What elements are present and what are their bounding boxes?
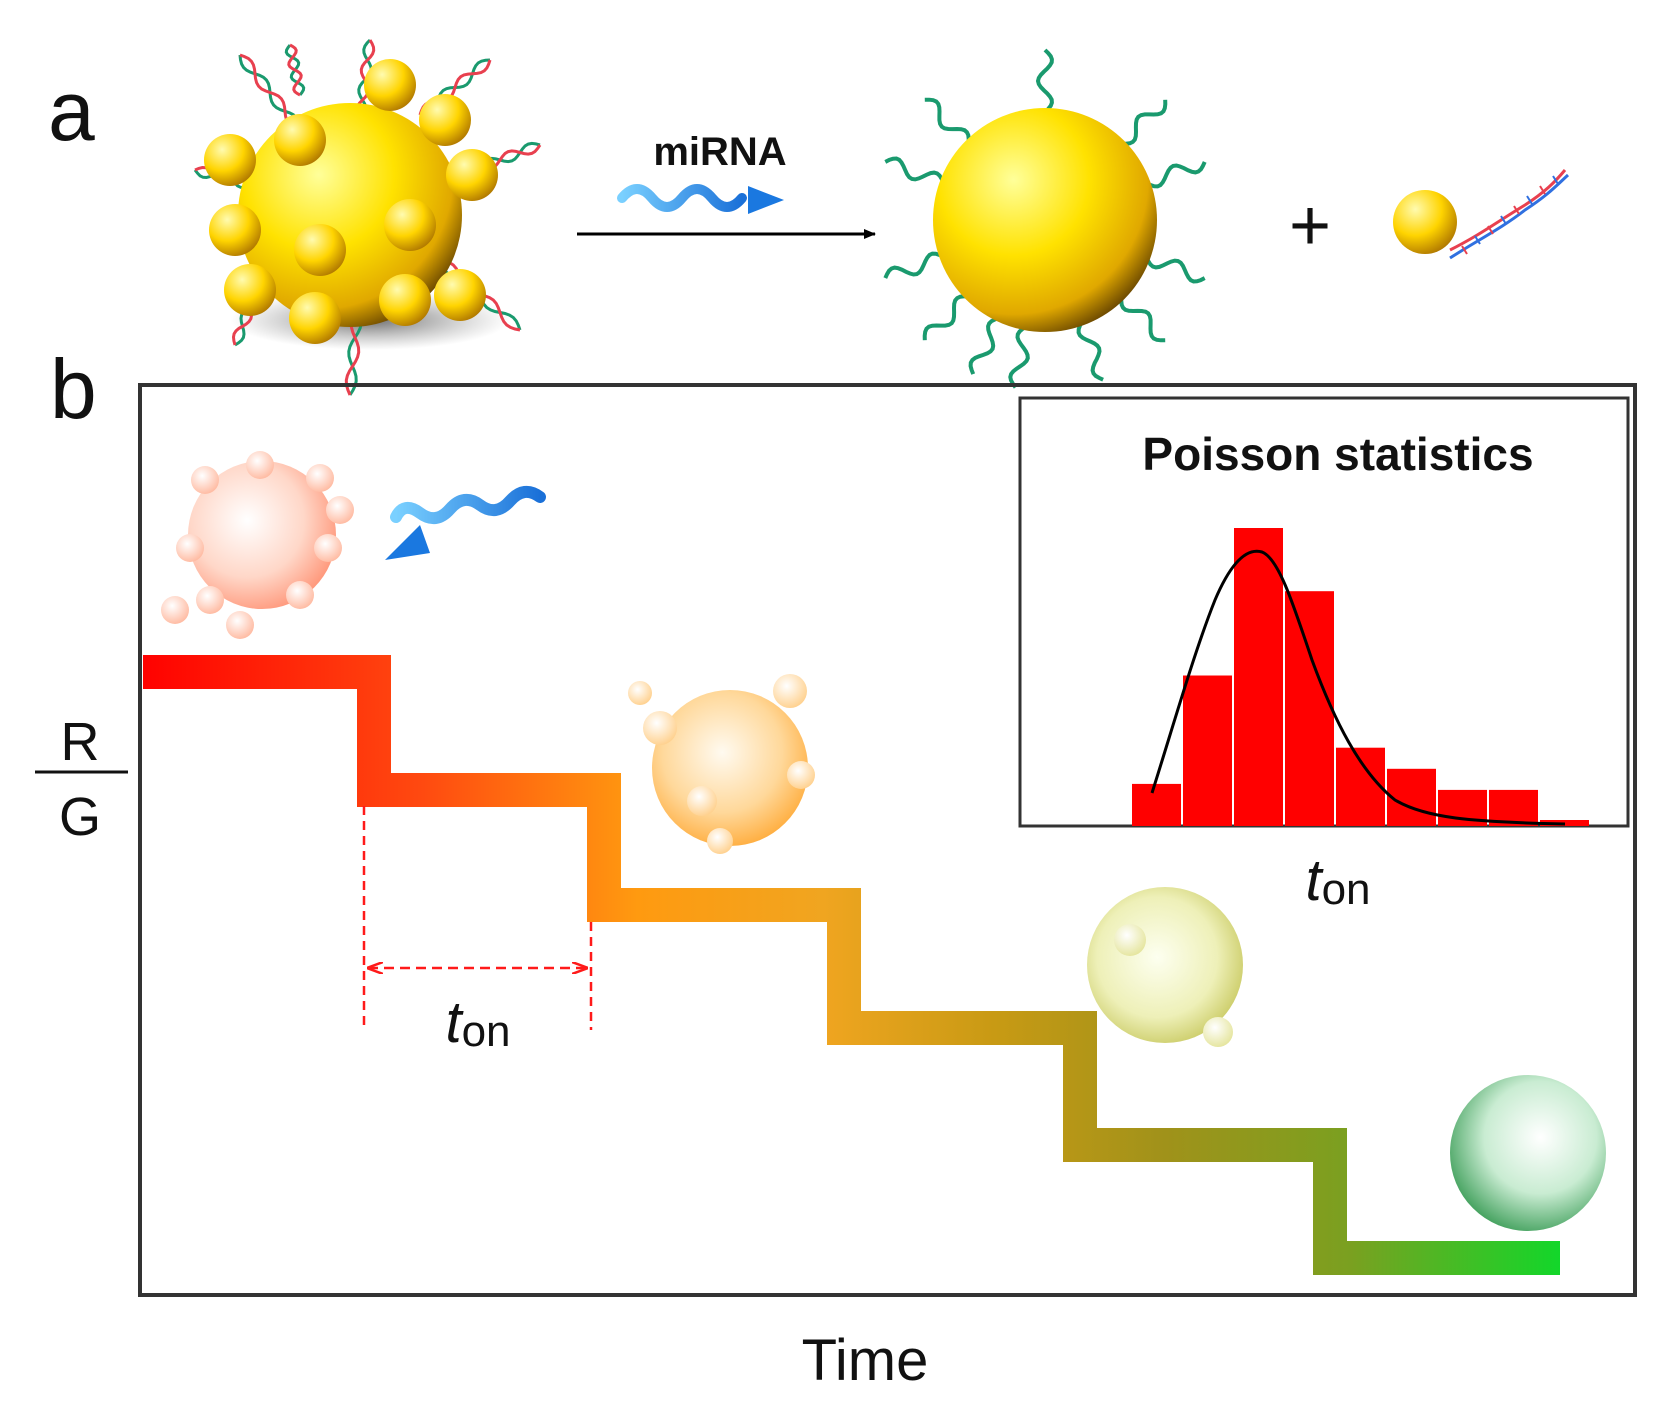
probe-strand xyxy=(924,97,971,144)
x-axis-label: Time xyxy=(802,1328,929,1393)
satellite-particle xyxy=(326,496,354,524)
satellite-particles xyxy=(204,59,498,344)
satellite-particle xyxy=(246,451,274,479)
released-core-particle xyxy=(883,48,1207,389)
satellite-particle xyxy=(196,586,224,614)
mirna-label: miRNA xyxy=(653,130,786,174)
panel-a: a miRNA + xyxy=(48,38,1570,396)
core-satellite-assembly xyxy=(193,38,542,396)
histogram-bars xyxy=(1132,528,1589,826)
released-satellite-duplex xyxy=(1393,169,1570,260)
probe-strand xyxy=(968,316,1001,375)
panel-b: b R G Time ton xyxy=(35,342,1637,1393)
satellite-particle xyxy=(209,204,261,256)
satellite-particle xyxy=(274,114,326,166)
mirna-strand-icon xyxy=(617,184,747,212)
mirna-arrowhead-icon xyxy=(748,186,784,214)
plot-frame xyxy=(138,383,1637,1297)
stage-3-particle xyxy=(1087,887,1243,1047)
incoming-mirna-icon xyxy=(385,485,546,560)
y-axis-denominator: G xyxy=(59,787,101,847)
satellite-particle xyxy=(384,199,436,251)
satellite-particle xyxy=(434,269,486,321)
satellite-particle xyxy=(314,534,342,562)
satellite-particle xyxy=(419,94,471,146)
t-on-label: ton xyxy=(445,990,510,1056)
satellite-particle xyxy=(161,596,189,624)
reaction-arrow-group: miRNA xyxy=(577,130,876,239)
satellite-particle xyxy=(379,274,431,326)
stage-4-particle xyxy=(1450,1075,1606,1231)
step-trace xyxy=(143,655,1560,1275)
satellite-particle xyxy=(226,611,254,639)
probe-strand xyxy=(1035,48,1054,114)
satellite-particle xyxy=(364,59,416,111)
satellite-particle xyxy=(191,466,219,494)
stage-2-particle xyxy=(628,674,815,854)
probe-strand xyxy=(1119,296,1166,343)
satellite-particle xyxy=(306,464,334,492)
probe-strand xyxy=(1144,256,1206,284)
satellite-particle xyxy=(446,149,498,201)
panel-a-label: a xyxy=(48,64,95,158)
satellite-particle xyxy=(176,534,204,562)
satellite-particle xyxy=(286,581,314,609)
poisson-fit-curve xyxy=(1150,549,1566,826)
satellite-particle xyxy=(204,134,256,186)
histogram-bar xyxy=(1183,675,1232,826)
satellite-particle xyxy=(294,224,346,276)
histogram-bar xyxy=(1234,528,1283,826)
probe-strand xyxy=(1145,161,1207,189)
satellite-particle xyxy=(224,264,276,316)
dna-strand xyxy=(287,43,303,97)
probe-strand xyxy=(1076,320,1104,382)
plus-sign: + xyxy=(1289,186,1331,266)
probe-strand xyxy=(883,251,945,279)
inset-title: Poisson statistics xyxy=(1142,428,1533,480)
panel-b-label: b xyxy=(50,342,97,436)
histogram-bar xyxy=(1489,789,1538,826)
probe-strand xyxy=(1121,99,1168,146)
histogram-bar xyxy=(1132,783,1181,826)
probe-strand xyxy=(1008,324,1030,389)
inset-x-label: ton xyxy=(1305,848,1370,914)
poisson-inset: Poisson statistics ton xyxy=(1018,396,1630,914)
satellite-particle xyxy=(289,292,341,344)
histogram-bar xyxy=(1387,768,1436,826)
t-on-interval-marker: ton xyxy=(362,806,593,1056)
stage-1-particle xyxy=(161,451,354,639)
probe-strand xyxy=(922,294,969,341)
single-strand-probes xyxy=(883,48,1207,389)
probe-strand xyxy=(884,156,946,184)
y-axis-numerator: R xyxy=(61,712,100,772)
histogram-bar xyxy=(1285,591,1334,826)
